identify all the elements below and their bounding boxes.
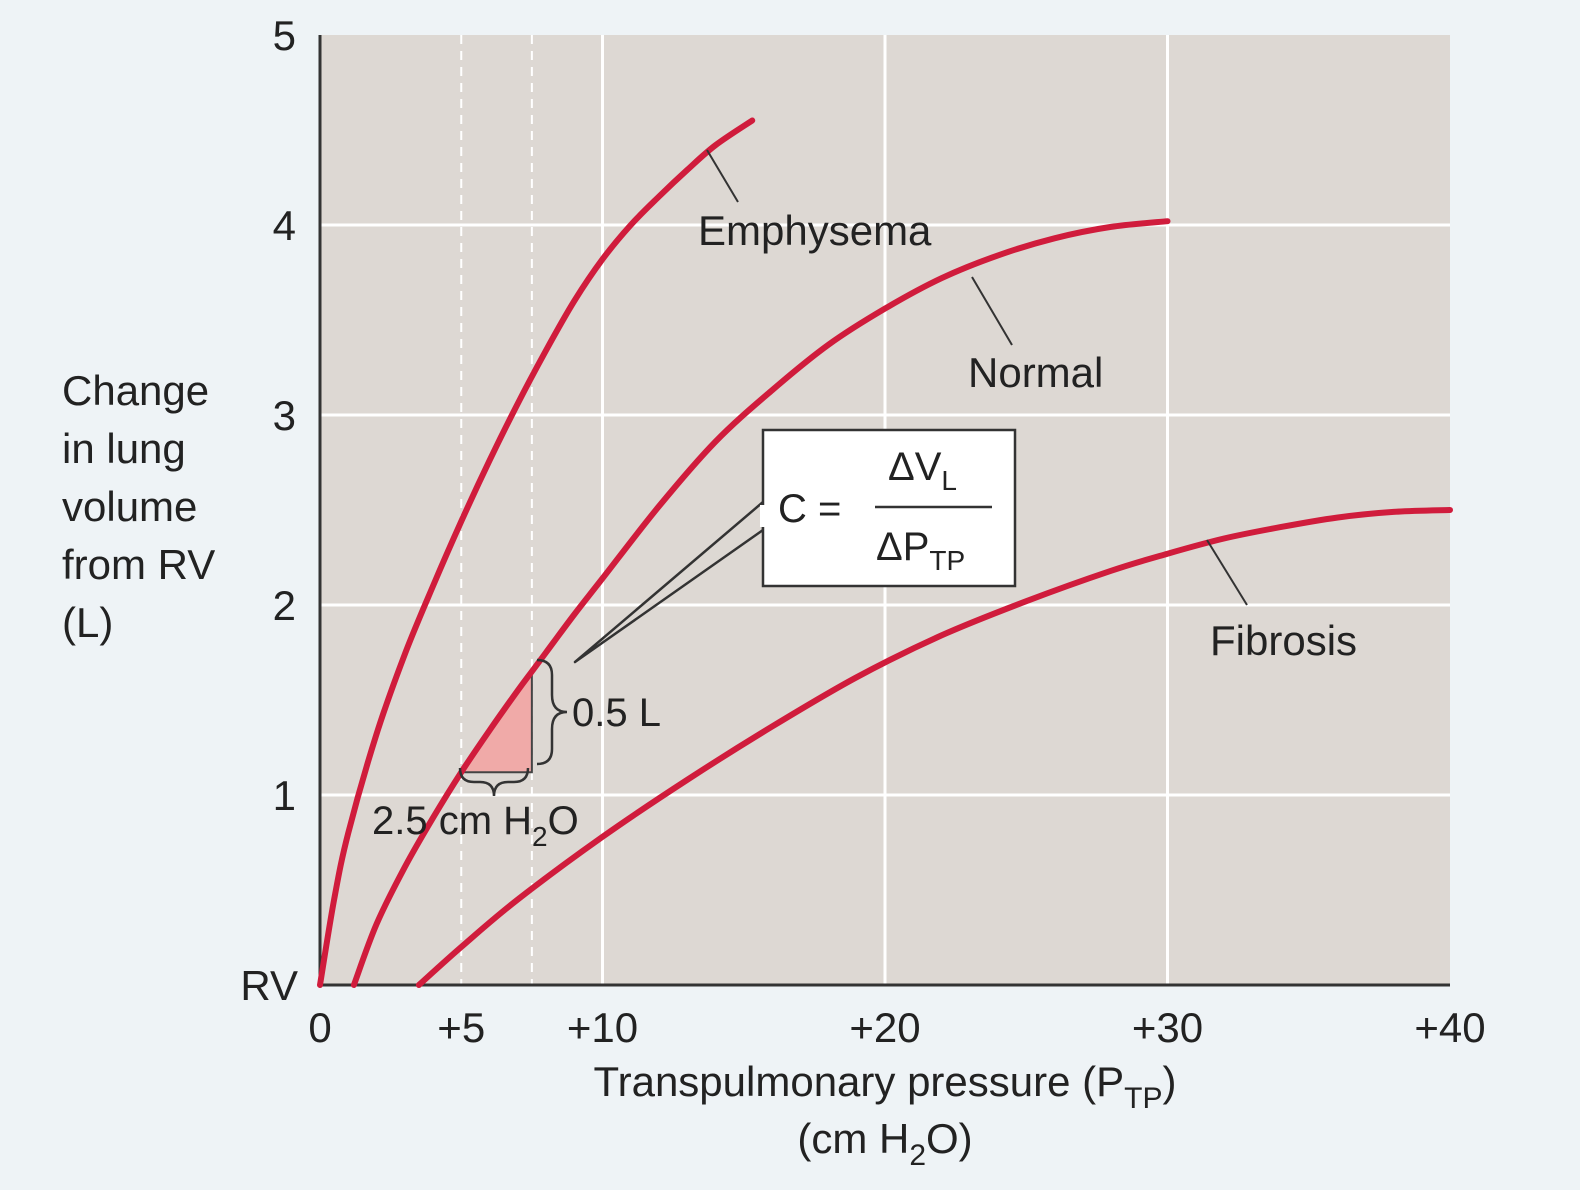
delta-p-label-main: 2.5 cm H — [372, 799, 532, 843]
numerator-sub: L — [941, 465, 957, 496]
x-axis-title-sub: TP — [1124, 1082, 1162, 1115]
compliance-denominator: ΔPTP — [876, 525, 965, 576]
series-line-emphysema — [317, 117, 756, 988]
y-tick-label: 1 — [273, 772, 296, 819]
y-axis-title-line: from RV — [62, 541, 215, 588]
denominator-sub: TP — [929, 545, 965, 576]
x-axis-title: Transpulmonary pressure (PTP) — [594, 1058, 1177, 1115]
y-axis-title-line: (L) — [62, 599, 113, 646]
callout-joint-mask — [760, 505, 766, 527]
y-axis-title-line: Change — [62, 367, 209, 414]
normal-leader-line — [971, 276, 1013, 346]
numerator-main: ΔV — [888, 445, 942, 489]
x-axis-units-main: (cm H — [797, 1115, 909, 1162]
emphysema-leader-line — [706, 149, 739, 203]
x-tick-label: +40 — [1414, 1004, 1485, 1051]
x-tick-label: +30 — [1132, 1004, 1203, 1051]
delta-p-label-sub: 2 — [532, 821, 548, 852]
series-line-normal — [350, 218, 1171, 988]
denominator-main: ΔP — [876, 525, 929, 569]
y-axis-title-line: in lung — [62, 425, 186, 472]
dashed-guides — [460, 35, 533, 985]
x-axis-title-close: ) — [1162, 1058, 1176, 1105]
y-tick-label: RV — [240, 962, 298, 1009]
emphysema-label: Emphysema — [698, 207, 932, 254]
x-tick-label: +20 — [849, 1004, 920, 1051]
y-tick-label: 5 — [273, 12, 296, 59]
x-axis-units: (cm H2O) — [797, 1115, 972, 1172]
x-tick-label: +10 — [567, 1004, 638, 1051]
delta-p-label: 2.5 cm H2O — [372, 799, 579, 852]
curves — [317, 117, 1453, 988]
y-axis-title: Change in lung volume from RV (L) — [62, 367, 215, 646]
fibrosis-leader-line — [1206, 539, 1248, 606]
y-axis-title-line: volume — [62, 483, 197, 530]
delta-p-label-end: O — [548, 799, 579, 843]
series-line-fibrosis — [415, 507, 1453, 988]
delta-v-brace — [536, 658, 568, 766]
delta-v-label: 0.5 L — [572, 691, 661, 735]
x-axis-units-sub: 2 — [909, 1139, 926, 1172]
y-tick-label: 4 — [273, 202, 296, 249]
delta-p-brace — [458, 767, 530, 797]
x-tick-labels: 0 +5 +10 +20 +30 +40 — [308, 1004, 1485, 1051]
y-tick-label: 3 — [273, 392, 296, 439]
fibrosis-label: Fibrosis — [1210, 617, 1357, 664]
x-axis-units-end: O) — [926, 1115, 973, 1162]
x-axis-title-main: Transpulmonary pressure (P — [594, 1058, 1125, 1105]
compliance-lhs: C = — [778, 487, 841, 531]
y-tick-label: 2 — [273, 582, 296, 629]
compliance-numerator: ΔVL — [888, 445, 957, 496]
x-tick-label: 0 — [308, 1004, 331, 1051]
y-tick-labels: RV 1 2 3 4 5 — [240, 12, 298, 1009]
normal-label: Normal — [968, 349, 1103, 396]
x-tick-label: +5 — [437, 1004, 485, 1051]
